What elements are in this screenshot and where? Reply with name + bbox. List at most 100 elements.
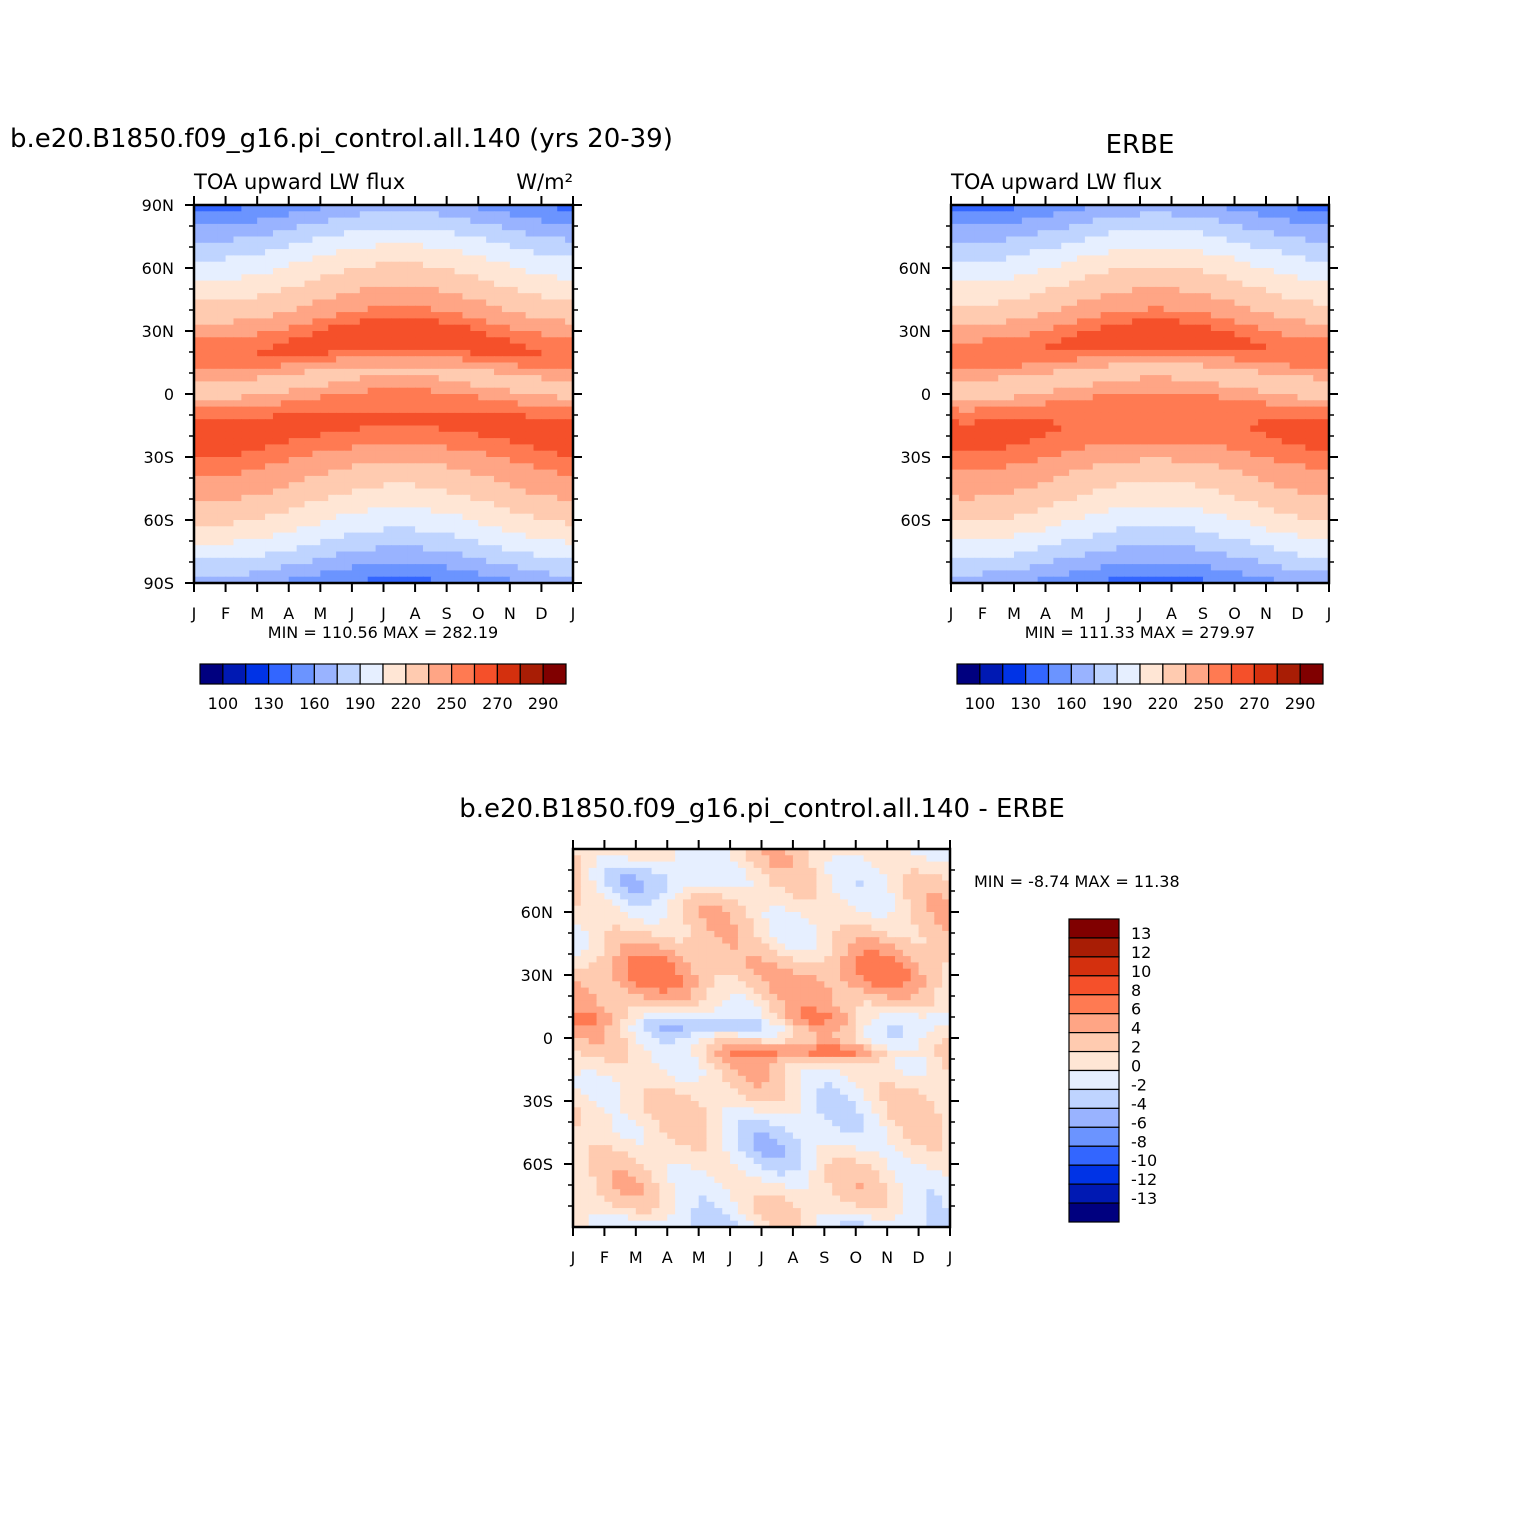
contour-cell: [1242, 230, 1251, 238]
contour-cell: [1218, 268, 1228, 275]
contour-cell: [194, 274, 203, 282]
contour-cell: [430, 419, 440, 427]
contour-cell: [265, 545, 274, 553]
contour-cell: [201, 242, 211, 250]
contour-cell: [1234, 312, 1243, 319]
contour-cell: [990, 286, 999, 294]
contour-cell: [1210, 268, 1220, 275]
contour-cell: [312, 205, 321, 212]
contour-cell: [1234, 280, 1243, 288]
contour-cell: [1077, 406, 1086, 414]
contour-cell: [304, 211, 314, 219]
contour-cell: [1218, 419, 1228, 427]
contour-cell: [233, 331, 242, 338]
contour-cell: [407, 299, 416, 307]
contour-cell: [304, 557, 314, 565]
contour-cell: [501, 280, 511, 288]
contour-cell: [296, 356, 306, 364]
contour-cell: [336, 501, 345, 508]
contour-cell: [1226, 280, 1236, 288]
contour-cell: [486, 419, 495, 427]
contour-cell: [359, 349, 369, 357]
contour-cell: [478, 299, 487, 307]
contour-cell: [383, 249, 392, 256]
contour-cell: [1305, 457, 1314, 464]
contour-cell: [391, 261, 400, 269]
contour-cell: [233, 513, 242, 521]
contour-cell: [225, 400, 235, 408]
contour-cell: [517, 438, 527, 445]
contour-cell: [430, 520, 440, 527]
contour-cell: [525, 349, 535, 357]
contour-cell: [1021, 312, 1031, 319]
contour-cell: [375, 255, 385, 263]
contour-cell: [533, 545, 543, 553]
contour-cell: [1084, 362, 1094, 370]
contour-cell: [344, 249, 353, 256]
contour-cell: [359, 280, 369, 288]
contour-cell: [1116, 368, 1125, 376]
contour-cell: [517, 520, 527, 527]
contour-cell: [296, 299, 306, 307]
contour-cell: [549, 570, 558, 578]
contour-cell: [367, 242, 377, 250]
contour-cell: [288, 280, 298, 288]
x-tick-label: J: [570, 604, 576, 623]
contour-cell: [280, 217, 290, 225]
contour-cell: [966, 368, 976, 376]
contour-cell: [998, 337, 1007, 345]
contour-cell: [1234, 457, 1243, 464]
contour-cell: [549, 242, 558, 250]
contour-cell: [1203, 293, 1212, 301]
contour-cell: [288, 223, 298, 231]
contour-cell: [1116, 362, 1125, 370]
contour-cell: [1289, 331, 1299, 338]
contour-cell: [1132, 305, 1141, 313]
contour-cell: [241, 217, 250, 225]
contour-cell: [525, 274, 535, 282]
contour-cell: [336, 305, 345, 313]
contour-cell: [407, 406, 416, 414]
contour-cell: [1321, 457, 1330, 464]
contour-cell: [320, 526, 329, 534]
contour-cell: [1321, 223, 1330, 231]
contour-cell: [288, 406, 298, 414]
contour-cell: [225, 450, 235, 458]
contour-cell: [1289, 343, 1299, 351]
contour-cell: [1218, 438, 1228, 445]
contour-cell: [998, 318, 1007, 326]
contour-cell: [1273, 419, 1283, 427]
contour-cell: [367, 431, 377, 439]
contour-cell: [1124, 236, 1133, 244]
contour-cell: [501, 576, 511, 584]
contour-cell: [998, 331, 1007, 338]
contour-cell: [974, 205, 984, 212]
contour-cell: [249, 236, 258, 244]
contour-cell: [1203, 444, 1212, 452]
contour-cell: [517, 299, 527, 307]
contour-cell: [541, 520, 550, 527]
contour-cell: [501, 236, 511, 244]
contour-cell: [1266, 331, 1275, 338]
contour-cell: [375, 230, 385, 238]
contour-cell: [533, 331, 543, 338]
contour-cell: [265, 513, 274, 521]
contour-cell: [998, 312, 1007, 319]
contour-cell: [359, 501, 369, 508]
y-tick-label: 0: [164, 385, 174, 404]
contour-cell: [1321, 387, 1330, 395]
contour-cell: [501, 274, 511, 282]
contour-cell: [1100, 387, 1110, 395]
contour-cell: [422, 356, 432, 364]
contour-cell: [1305, 305, 1314, 313]
contour-cell: [549, 299, 558, 307]
contour-cell: [304, 400, 314, 408]
contour-cell: [304, 419, 314, 427]
contour-cell: [209, 305, 219, 313]
contour-cell: [1218, 362, 1228, 370]
contour-cell: [1155, 425, 1165, 433]
contour-cell: [422, 249, 432, 256]
contour-cell: [320, 545, 329, 553]
contour-cell: [430, 286, 440, 294]
